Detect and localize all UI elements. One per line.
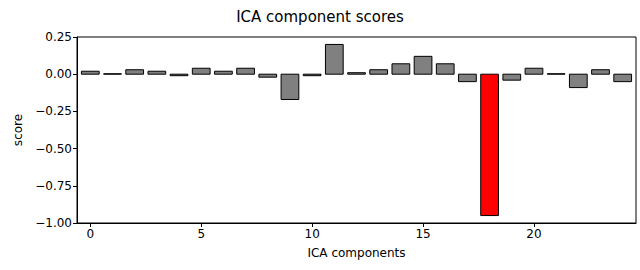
svg-text:10: 10 <box>304 227 319 241</box>
svg-text:ICA component scores: ICA component scores <box>236 8 404 26</box>
svg-text:−0.75: −0.75 <box>35 179 72 193</box>
svg-text:score: score <box>11 114 25 146</box>
svg-text:0: 0 <box>86 227 94 241</box>
svg-text:0.00: 0.00 <box>45 67 72 81</box>
svg-text:−1.00: −1.00 <box>35 216 72 230</box>
svg-text:5: 5 <box>197 227 205 241</box>
svg-text:20: 20 <box>526 227 541 241</box>
svg-text:−0.25: −0.25 <box>35 104 72 118</box>
svg-text:0.25: 0.25 <box>45 30 72 44</box>
svg-text:−0.50: −0.50 <box>35 142 72 156</box>
svg-text:ICA components: ICA components <box>307 246 405 260</box>
svg-text:15: 15 <box>415 227 430 241</box>
